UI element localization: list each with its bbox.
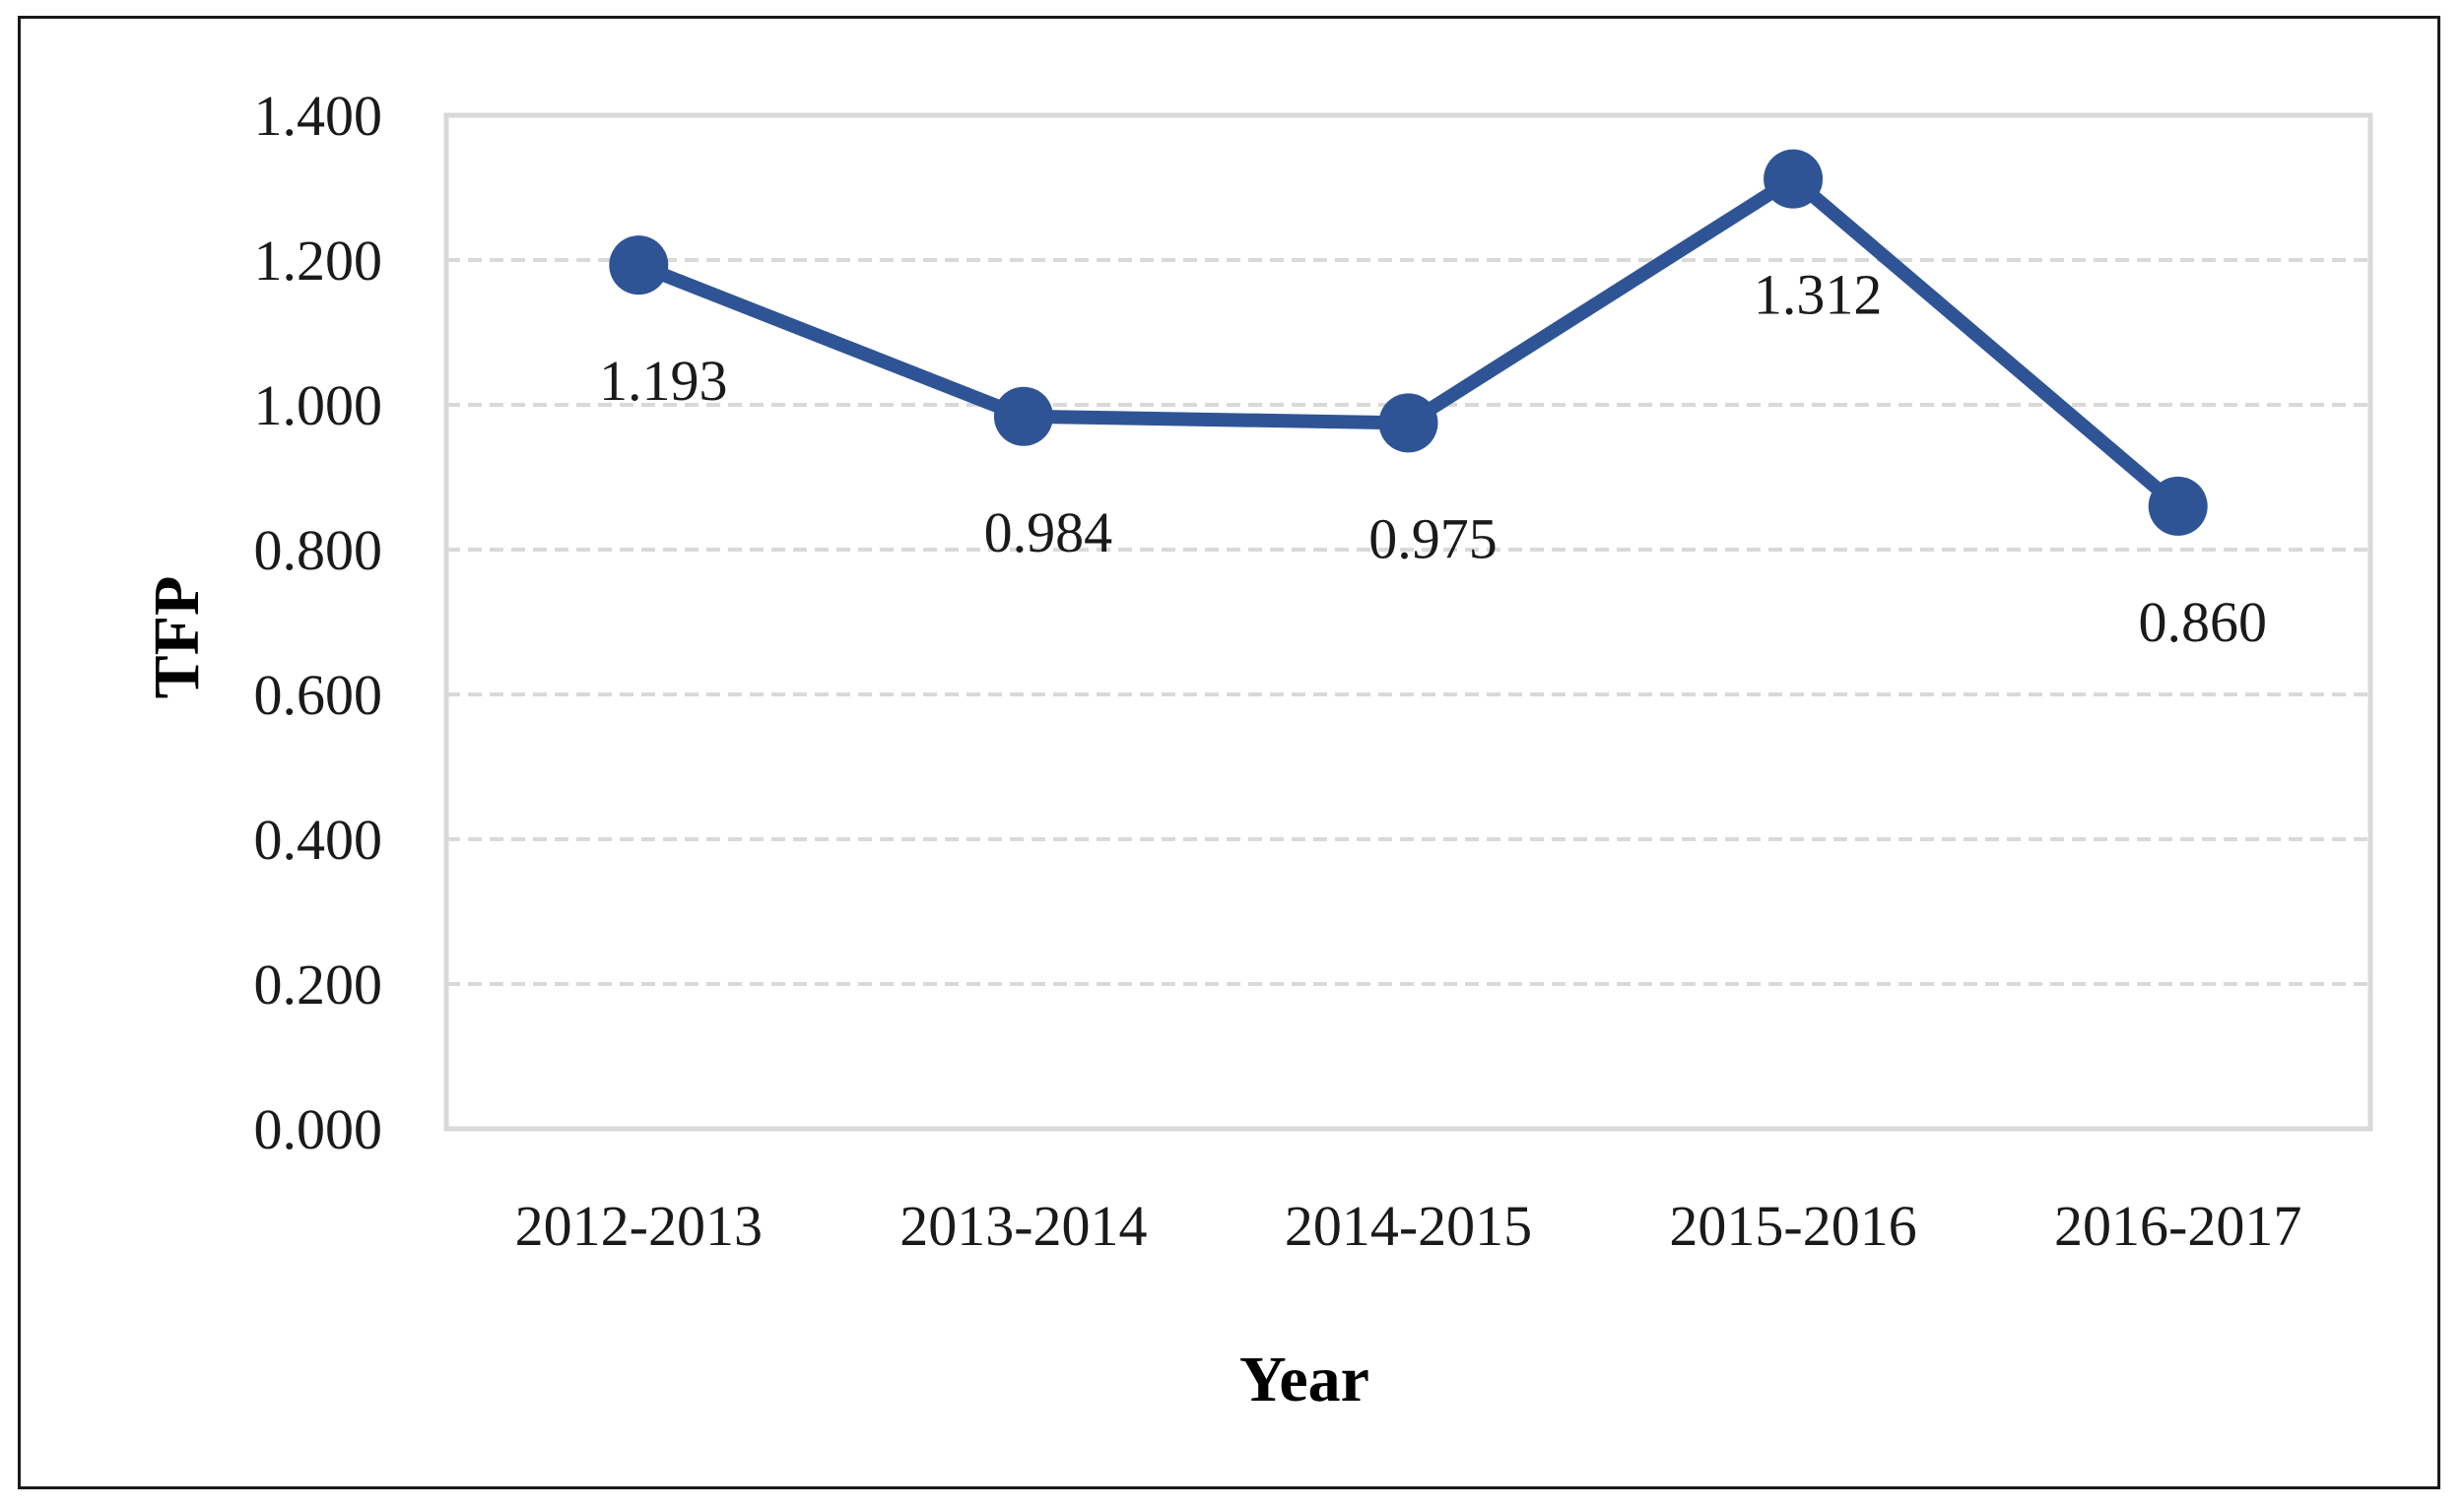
x-tick-label: 2013-2014 (899, 1194, 1147, 1258)
x-tick-label: 2014-2015 (1285, 1194, 1532, 1258)
x-axis-title: Year (1239, 1344, 1369, 1415)
x-tick-label: 2012-2013 (515, 1194, 763, 1258)
y-tick-label: 1.400 (254, 84, 383, 148)
data-point (1378, 393, 1438, 453)
x-axis-tick-labels: 2012-2013 2013-2014 2014-2015 2015-2016 2016… (515, 1194, 2302, 1258)
data-label: 0.984 (984, 500, 1113, 564)
data-label: 1.193 (599, 349, 728, 413)
data-point (609, 235, 669, 295)
data-point (2148, 476, 2208, 536)
y-tick-label: 0.400 (254, 808, 383, 872)
y-axis-tick-labels: 0.000 0.200 0.400 0.600 0.800 1.000 1.200 1.400 (254, 84, 383, 1161)
gridlines (446, 258, 2370, 986)
data-label: 0.975 (1368, 506, 1498, 570)
y-axis-title: TFP (141, 576, 213, 699)
data-labels: 1.193 0.984 0.975 1.312 0.860 (599, 263, 2267, 654)
x-tick-label: 2015-2016 (1669, 1194, 1916, 1258)
data-point (1764, 149, 1824, 209)
data-point (993, 386, 1053, 446)
series-tfp (609, 149, 2208, 536)
plot-area-border (443, 112, 2373, 1132)
y-tick-label: 0.800 (254, 518, 383, 582)
series-line (632, 171, 2185, 513)
data-label: 1.312 (1754, 263, 1883, 327)
data-label: 0.860 (2138, 590, 2267, 654)
y-tick-label: 0.000 (254, 1097, 383, 1161)
y-tick-label: 0.200 (254, 952, 383, 1017)
y-tick-label: 0.600 (254, 663, 383, 727)
chart-frame: 0.000 0.200 0.400 0.600 0.800 1.000 1.200 1.400… (18, 16, 2440, 1489)
line-chart: 0.000 0.200 0.400 0.600 0.800 1.000 1.200 1.400… (141, 84, 2373, 1415)
y-tick-label: 1.000 (254, 373, 383, 437)
y-tick-label: 1.200 (254, 229, 383, 293)
x-tick-label: 2016-2017 (2054, 1194, 2301, 1258)
